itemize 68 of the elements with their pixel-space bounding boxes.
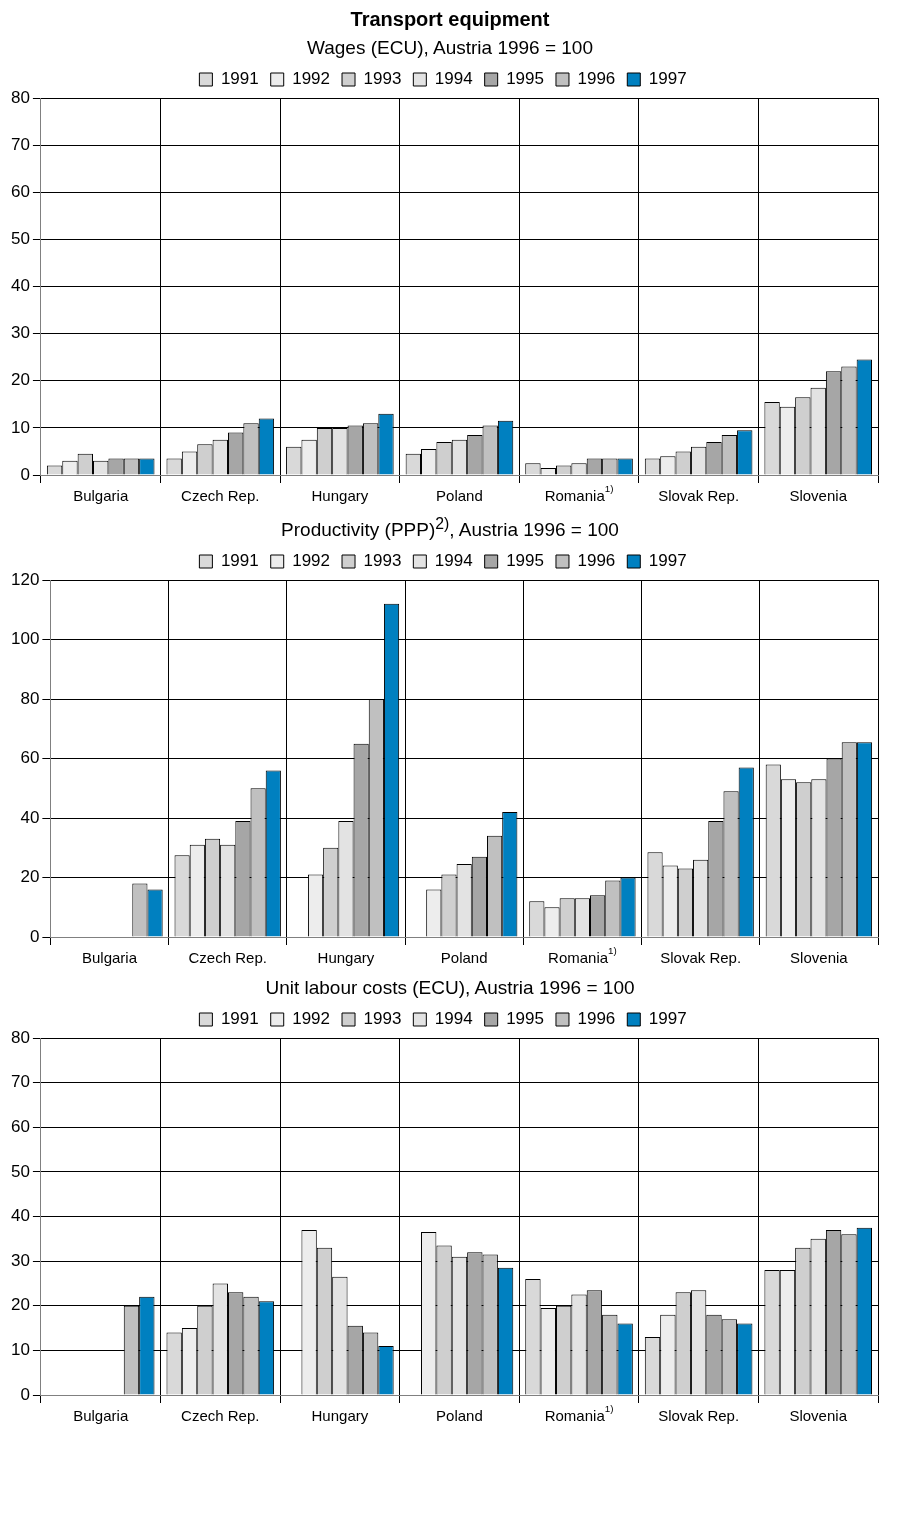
y-tick-label: 100 (10, 629, 40, 649)
chart-title: Transport equipment (349, 8, 551, 31)
chart-subtitle: Productivity (PPP)$^{2)}$, Austria 1996 = 100 (280, 515, 620, 542)
x-tick-label: Slovak Rep. (660, 948, 742, 966)
y-tick-label: 60 (10, 1117, 30, 1137)
y-tick-label: 0 (20, 1385, 30, 1405)
x-tick-label: Slovak Rep. (658, 486, 740, 504)
x-tick-label: Slovenia (790, 948, 849, 966)
x-tick-label: Bulgaria (73, 486, 129, 504)
y-tick-label: 10 (10, 1340, 30, 1360)
y-tick-label: 20 (10, 370, 30, 390)
y-tick-label: 0 (20, 464, 30, 484)
y-tick-label: 20 (10, 1295, 30, 1315)
y-tick-label: 50 (10, 1161, 30, 1181)
legend-label: 1995 (506, 551, 544, 571)
y-tick-label: 0 (29, 927, 40, 947)
x-tick-label: Hungary (311, 1406, 369, 1424)
legend-label: 1994 (434, 1009, 473, 1029)
y-tick-label: 70 (10, 134, 30, 154)
legend-label: 1991 (220, 1009, 259, 1029)
legend-label: 1996 (577, 1009, 616, 1029)
x-tick-label: Slovenia (789, 1406, 848, 1424)
legend-label: 1992 (292, 69, 331, 89)
y-tick-label: 40 (10, 1206, 30, 1226)
y-tick-label: 80 (10, 1028, 30, 1048)
x-tick-label: Poland (436, 1406, 483, 1424)
y-tick-label: 30 (10, 323, 30, 343)
x-tick-label: Slovak Rep. (658, 1406, 740, 1424)
y-tick-label: 80 (10, 87, 30, 107)
legend-label: 1994 (434, 551, 473, 571)
legend-label: 1995 (506, 69, 544, 89)
legend-label: 1995 (506, 1009, 544, 1029)
x-tick-label: Bulgaria (81, 948, 138, 966)
legend-label: 1997 (648, 69, 687, 89)
x-tick-label: Poland (440, 948, 488, 966)
y-tick-label: 80 (20, 689, 40, 709)
x-tick-label: Czech Rep. (181, 486, 260, 504)
y-tick-label: 20 (20, 867, 40, 887)
x-tick-label: Hungary (317, 948, 375, 966)
y-tick-label: 60 (10, 181, 30, 201)
x-tick-label: Hungary (311, 486, 369, 504)
y-tick-label: 30 (10, 1251, 30, 1271)
chart-subtitle: Wages (ECU), Austria 1996 = 100 (306, 37, 594, 59)
y-tick-label: 60 (20, 748, 40, 768)
y-tick-label: 50 (10, 229, 30, 249)
legend-label: 1991 (220, 551, 259, 571)
legend-label: 1994 (434, 69, 473, 89)
legend-label: 1993 (363, 1009, 402, 1029)
y-tick-label: 70 (10, 1072, 30, 1092)
x-tick-label: Bulgaria (73, 1406, 129, 1424)
legend-label: 1997 (648, 1009, 687, 1029)
y-tick-label: 120 (10, 570, 40, 590)
x-tick-label: Poland (436, 486, 483, 504)
legend-label: 1996 (577, 551, 616, 571)
legend-label: 1992 (292, 1009, 331, 1029)
legend-label: 1993 (363, 551, 402, 571)
legend-label: 1997 (648, 551, 687, 571)
chart-subtitle: Unit labour costs (ECU), Austria 1996 = 100 (264, 977, 636, 1000)
y-tick-label: 10 (10, 417, 30, 437)
legend-label: 1991 (220, 69, 259, 89)
legend-label: 1993 (363, 69, 402, 89)
y-tick-label: 40 (10, 276, 30, 296)
x-tick-label: Czech Rep. (188, 948, 267, 966)
x-tick-label: Slovenia (789, 486, 848, 504)
legend-label: 1996 (577, 69, 616, 89)
y-tick-label: 40 (20, 808, 40, 828)
x-tick-label: Czech Rep. (181, 1406, 260, 1424)
legend-label: 1992 (292, 551, 331, 571)
